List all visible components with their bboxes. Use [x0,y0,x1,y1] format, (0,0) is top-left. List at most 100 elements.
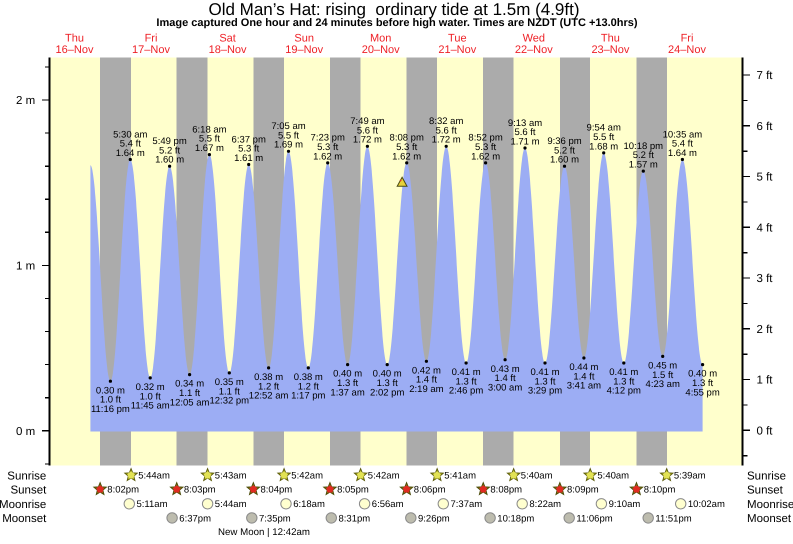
svg-text:1.3 ft: 1.3 ft [337,378,358,389]
svg-text:7 ft: 7 ft [757,70,774,82]
svg-text:5:41am: 5:41am [444,471,476,482]
svg-text:7:35pm: 7:35pm [259,513,291,524]
svg-text:4:23 am: 4:23 am [646,379,680,390]
svg-text:5.2 ft: 5.2 ft [159,145,180,156]
svg-text:5.3 ft: 5.3 ft [238,144,259,155]
svg-text:0.32 m: 0.32 m [136,382,165,393]
svg-text:Moonrise: Moonrise [0,499,46,511]
svg-text:1:37 am: 1:37 am [330,387,364,398]
svg-text:1.68 m: 1.68 m [589,141,618,152]
svg-text:Sunset: Sunset [10,484,47,496]
svg-text:1.5 ft: 1.5 ft [652,370,673,381]
svg-text:7:23 pm: 7:23 pm [311,133,345,144]
svg-text:1.3 ft: 1.3 ft [456,376,477,387]
svg-text:Sun: Sun [294,33,314,45]
svg-text:9:13 am: 9:13 am [508,118,542,129]
svg-text:6:37pm: 6:37pm [179,513,211,524]
svg-text:22–Nov: 22–Nov [515,44,553,56]
svg-text:Old Man’s Hat: rising ordinar: Old Man’s Hat: rising ordinary tide at 1… [208,0,579,19]
svg-text:1.4 ft: 1.4 ft [573,371,594,382]
svg-text:17–Nov: 17–Nov [132,44,170,56]
svg-text:5.6 ft: 5.6 ft [514,127,535,138]
svg-text:0.45 m: 0.45 m [648,361,677,372]
svg-text:0.43 m: 0.43 m [491,364,520,375]
svg-text:Moonrise: Moonrise [747,499,793,511]
svg-text:0.34 m: 0.34 m [175,379,204,390]
svg-text:8:22am: 8:22am [529,499,561,510]
svg-text:4 ft: 4 ft [757,222,774,234]
svg-text:1.60 m: 1.60 m [550,155,579,166]
svg-text:5.3 ft: 5.3 ft [317,142,338,153]
svg-text:8:03pm: 8:03pm [184,485,216,496]
svg-text:1.60 m: 1.60 m [155,155,184,166]
svg-text:8:32 am: 8:32 am [429,116,463,127]
svg-text:18–Nov: 18–Nov [209,44,247,56]
svg-text:0 ft: 0 ft [757,425,774,437]
svg-text:Moonset: Moonset [747,513,792,525]
svg-text:1.1 ft: 1.1 ft [179,388,200,399]
svg-text:0.38 m: 0.38 m [254,372,283,383]
svg-text:4:12 pm: 4:12 pm [607,386,641,397]
svg-text:2:02 pm: 2:02 pm [370,387,404,398]
svg-text:1.69 m: 1.69 m [274,140,303,151]
svg-text:Sunrise: Sunrise [747,470,786,482]
svg-text:1.3 ft: 1.3 ft [377,378,398,389]
svg-text:5:42am: 5:42am [291,471,323,482]
svg-text:1.62 m: 1.62 m [471,151,500,162]
svg-text:5.2 ft: 5.2 ft [633,150,654,161]
svg-text:0.41 m: 0.41 m [530,367,559,378]
svg-text:1.64 m: 1.64 m [668,148,697,159]
svg-text:Mon: Mon [370,33,391,45]
svg-text:12:52 am: 12:52 am [249,391,289,402]
svg-text:Image captured One hour and 24: Image captured One hour and 24 minutes b… [156,17,638,29]
svg-text:16–Nov: 16–Nov [56,44,94,56]
svg-text:1.4 ft: 1.4 ft [495,373,516,384]
svg-text:5:44am: 5:44am [215,499,247,510]
svg-text:5:49 pm: 5:49 pm [152,136,186,147]
svg-text:0.42 m: 0.42 m [412,365,441,376]
svg-text:1.1 ft: 1.1 ft [219,386,240,397]
svg-text:1.3 ft: 1.3 ft [534,376,555,387]
svg-text:1.2 ft: 1.2 ft [298,381,319,392]
svg-text:1.61 m: 1.61 m [234,153,263,164]
svg-text:1.2 ft: 1.2 ft [258,381,279,392]
svg-text:5.2 ft: 5.2 ft [554,145,575,156]
svg-text:1.71 m: 1.71 m [510,136,539,147]
svg-text:5:43am: 5:43am [215,471,247,482]
svg-text:5:30 am: 5:30 am [113,129,147,140]
svg-text:Moonset: Moonset [2,513,47,525]
svg-text:8:04pm: 8:04pm [261,485,293,496]
svg-text:10:18pm: 10:18pm [497,513,534,524]
svg-text:8:09pm: 8:09pm [567,485,599,496]
svg-text:0.38 m: 0.38 m [294,372,323,383]
svg-text:2:19 am: 2:19 am [409,384,443,395]
svg-text:5.5 ft: 5.5 ft [278,130,299,141]
svg-text:1.62 m: 1.62 m [313,151,342,162]
svg-text:9:36 pm: 9:36 pm [547,136,581,147]
svg-text:Thu: Thu [65,33,84,45]
svg-text:3:00 am: 3:00 am [488,382,522,393]
svg-text:1.72 m: 1.72 m [432,135,461,146]
svg-text:11:51pm: 11:51pm [655,513,691,524]
svg-text:Thu: Thu [601,33,620,45]
svg-text:Fri: Fri [145,33,158,45]
svg-text:Tue: Tue [448,33,467,45]
svg-text:6 ft: 6 ft [757,121,774,133]
svg-text:5:40am: 5:40am [597,471,629,482]
svg-text:0 m: 0 m [16,426,35,438]
svg-text:8:05pm: 8:05pm [337,485,369,496]
svg-text:11:45 am: 11:45 am [131,401,170,412]
svg-text:5.6 ft: 5.6 ft [436,125,457,136]
svg-text:Wed: Wed [523,33,545,45]
svg-text:1.3 ft: 1.3 ft [613,376,634,387]
svg-text:5.4 ft: 5.4 ft [672,139,693,150]
svg-text:0.40 m: 0.40 m [688,369,717,380]
svg-text:5:40am: 5:40am [521,471,553,482]
svg-text:1.4 ft: 1.4 ft [416,375,437,386]
svg-text:0.40 m: 0.40 m [333,369,362,380]
svg-text:8:06pm: 8:06pm [414,485,446,496]
svg-text:21–Nov: 21–Nov [438,44,476,56]
svg-text:1:17 pm: 1:17 pm [291,391,325,402]
svg-text:0.41 m: 0.41 m [452,367,481,378]
svg-text:1 m: 1 m [16,261,35,273]
